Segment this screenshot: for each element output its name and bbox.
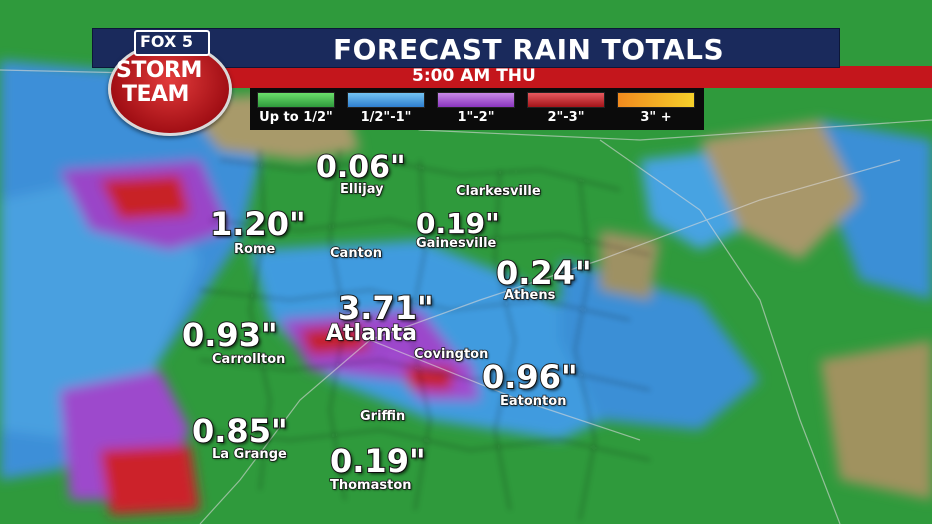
rain-total-gainesville: 0.19"	[415, 206, 501, 241]
city-canton: Canton	[329, 245, 382, 262]
city-covington: Covington	[413, 346, 489, 363]
rain-legend: Up to 1/2" 1/2"-1" 1"-2" 2"-3" 3" +	[250, 88, 704, 130]
city-carrollton: Carrollton	[211, 351, 286, 368]
logo-line2: TEAM	[122, 82, 189, 107]
legend-label: 1/2"-1"	[360, 110, 412, 125]
storm-team-logo: FOX 5 STORM TEAM	[108, 28, 232, 136]
legend-item: 1/2"-1"	[342, 88, 430, 130]
rain-total-thomaston: 0.19"	[329, 441, 427, 481]
rain-total-atlanta: 3.71"	[337, 288, 435, 328]
rain-total-athens: 0.24"	[495, 253, 593, 293]
city-ellijay: Ellijay	[339, 181, 384, 198]
page-title: FORECAST RAIN TOTALS	[333, 33, 725, 66]
network-name: FOX 5	[140, 32, 193, 51]
legend-swatch	[437, 92, 515, 108]
legend-label: Up to 1/2"	[259, 110, 333, 125]
legend-label: 3" +	[640, 110, 672, 125]
legend-swatch	[347, 92, 425, 108]
city-lagrange: La Grange	[211, 446, 287, 463]
legend-swatch	[527, 92, 605, 108]
city-clarkesville: Clarkesville	[455, 183, 541, 200]
city-atlanta: Atlanta	[325, 320, 417, 347]
rain-total-rome: 1.20"	[209, 204, 307, 244]
forecast-time: 5:00 AM THU	[412, 66, 536, 86]
rain-total-eatonton: 0.96"	[481, 357, 579, 397]
rain-total-carrollton: 0.93"	[181, 315, 279, 355]
legend-label: 1"-2"	[457, 110, 495, 125]
legend-label: 2"-3"	[547, 110, 585, 125]
city-rome: Rome	[233, 241, 276, 258]
city-gainesville: Gainesville	[415, 235, 497, 252]
legend-swatch	[257, 92, 335, 108]
time-bar: 5:00 AM THU	[120, 66, 932, 88]
city-thomaston: Thomaston	[329, 477, 412, 494]
rain-total-lagrange: 0.85"	[191, 411, 289, 451]
city-athens: Athens	[503, 287, 556, 304]
legend-item: 1"-2"	[432, 88, 520, 130]
city-griffin: Griffin	[359, 408, 406, 425]
fox5-logo: FOX 5	[134, 30, 210, 56]
logo-line1: STORM	[116, 58, 202, 83]
city-eatonton: Eatonton	[499, 393, 567, 410]
legend-item: 3" +	[612, 88, 700, 130]
legend-swatch	[617, 92, 695, 108]
legend-item: 2"-3"	[522, 88, 610, 130]
legend-item: Up to 1/2"	[252, 88, 340, 130]
rain-total-ellijay: 0.06"	[315, 149, 407, 186]
